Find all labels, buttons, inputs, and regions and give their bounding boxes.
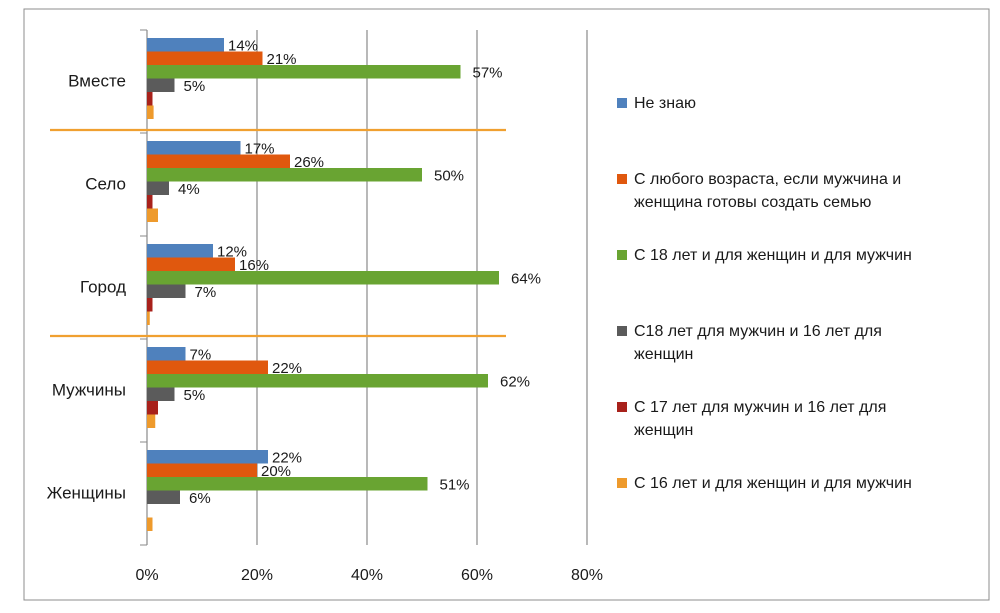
legend-swatch [617, 402, 627, 412]
bar [147, 141, 241, 155]
legend-label: женщин [634, 422, 693, 439]
bar [147, 311, 150, 325]
category-label: Женщины [47, 484, 126, 503]
data-label: 7% [190, 347, 212, 364]
data-label: 14% [228, 38, 258, 55]
data-label: 7% [195, 284, 217, 301]
legend-label: С 18 лет и для женщин и для мужчин [634, 247, 912, 264]
category-label: Вместе [68, 72, 126, 91]
data-label: 16% [239, 257, 269, 274]
legend-swatch [617, 98, 627, 108]
bar [147, 154, 290, 168]
legend-swatch [617, 174, 627, 184]
bar [147, 65, 461, 79]
legend-item: С 17 лет для мужчин и 16 лет для женщин [617, 399, 886, 439]
bar [147, 360, 268, 374]
bar [147, 374, 488, 388]
data-label: 50% [434, 168, 464, 185]
group-separators [50, 128, 506, 338]
data-label: 64% [511, 271, 541, 288]
data-label: 4% [178, 181, 200, 198]
bar [147, 181, 169, 195]
legend-swatch [617, 326, 627, 336]
data-label: 20% [261, 463, 291, 480]
legend-item: С любого возраста, если мужчина и женщина… [617, 171, 901, 211]
legend-item: С18 лет для мужчин и 16 лет для женщин [617, 323, 882, 363]
x-tick-label: 60% [461, 567, 493, 584]
legend-label: С любого возраста, если мужчина и [634, 171, 901, 188]
legend-label: женщин [634, 346, 693, 363]
bar [147, 450, 268, 464]
bar [147, 477, 428, 491]
legend-label: С 17 лет для мужчин и 16 лет для [634, 399, 886, 416]
bar [147, 105, 154, 119]
data-label: 17% [245, 141, 275, 158]
bar [147, 38, 224, 52]
category-label: Город [80, 278, 126, 297]
legend-item: С 18 лет и для женщин и для мужчин [617, 247, 912, 264]
data-label: 62% [500, 374, 530, 391]
bar [147, 401, 158, 415]
category-axis: Вместе Село Город Мужчины Женщины [47, 72, 126, 503]
bar [147, 244, 213, 258]
legend: Не знаю С любого возраста, если мужчина и… [617, 95, 912, 492]
plot-area: 14% 21% 57% 5% 17% 26% 50% 4% 12%16% 64% 7% 7% 22% 62… [147, 38, 541, 531]
legend-label: С18 лет для мужчин и 16 лет для [634, 323, 882, 340]
data-label: 51% [440, 477, 470, 494]
data-label: 5% [184, 78, 206, 95]
data-label: 6% [189, 490, 211, 507]
x-tick-label: 80% [571, 567, 603, 584]
bar [147, 51, 263, 65]
legend-item: Не знаю [617, 95, 696, 112]
bar [147, 517, 153, 531]
bar [147, 387, 175, 401]
bar [147, 257, 235, 271]
legend-label: Не знаю [634, 95, 696, 112]
category-label: Село [85, 175, 126, 194]
chart-border [23, 8, 990, 601]
legend-swatch [617, 478, 627, 488]
data-label: 57% [473, 65, 503, 82]
legend-item: С 16 лет и для женщин и для мужчин [617, 475, 912, 492]
legend-label: женщина готовы создать семью [634, 194, 871, 211]
bar [147, 92, 153, 106]
data-label: 22% [272, 360, 302, 377]
x-tick-label: 20% [241, 567, 273, 584]
bar [147, 284, 186, 298]
legend-swatch [617, 250, 627, 260]
bar [147, 463, 257, 477]
data-label: 12% [217, 244, 247, 261]
bar [147, 168, 422, 182]
category-label: Мужчины [52, 381, 126, 400]
data-label: 5% [184, 387, 206, 404]
data-label: 22% [272, 450, 302, 467]
bar [147, 78, 175, 92]
data-label: 26% [294, 154, 324, 171]
legend-label: С 16 лет и для женщин и для мужчин [634, 475, 912, 492]
bar [147, 271, 499, 285]
data-label: 21% [267, 51, 297, 68]
bar [147, 490, 180, 504]
x-tick-label: 40% [351, 567, 383, 584]
x-tick-label: 0% [135, 567, 158, 584]
bar [147, 414, 156, 428]
bar [147, 347, 186, 361]
bar [147, 208, 158, 222]
bar [147, 195, 153, 209]
bar [147, 298, 153, 312]
